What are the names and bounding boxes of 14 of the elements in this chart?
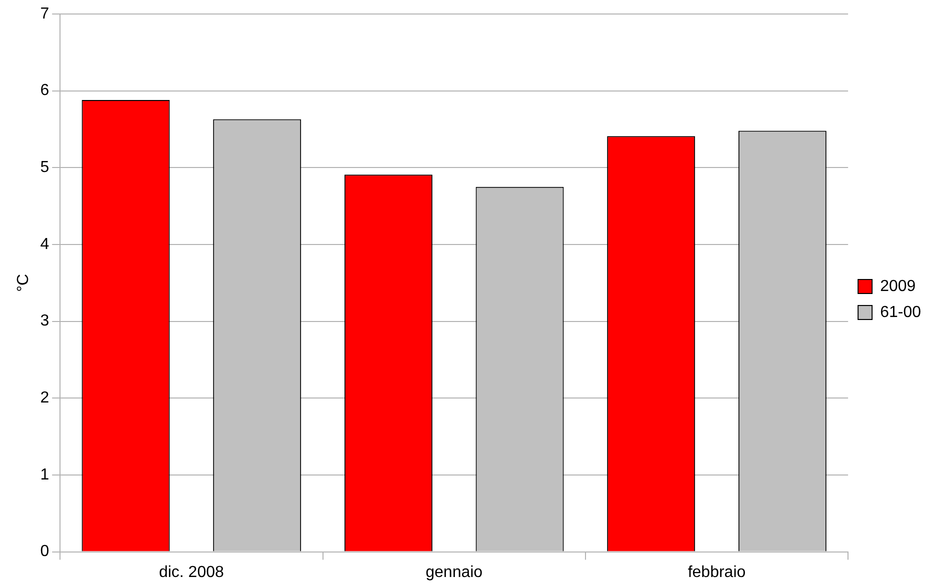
x-tick-label: febbraio — [688, 564, 746, 581]
legend-label: 2009 — [880, 278, 916, 295]
y-tick-label: 2 — [40, 390, 50, 407]
y-tick-label: 6 — [40, 82, 50, 100]
y-tick-label: 7 — [40, 5, 50, 22]
x-tick-label: dic. 2008 — [158, 564, 224, 581]
legend-label: 61-00 — [880, 304, 922, 321]
y-tick-label: 0 — [40, 543, 50, 560]
y-tick-label: 3 — [40, 312, 50, 330]
x-tick-label: gennaio — [426, 564, 483, 581]
y-tick-label: 4 — [40, 236, 50, 253]
y-axis-title: °C — [15, 274, 32, 292]
y-tick-label: 1 — [40, 466, 50, 484]
y-tick-label: 5 — [40, 159, 50, 176]
